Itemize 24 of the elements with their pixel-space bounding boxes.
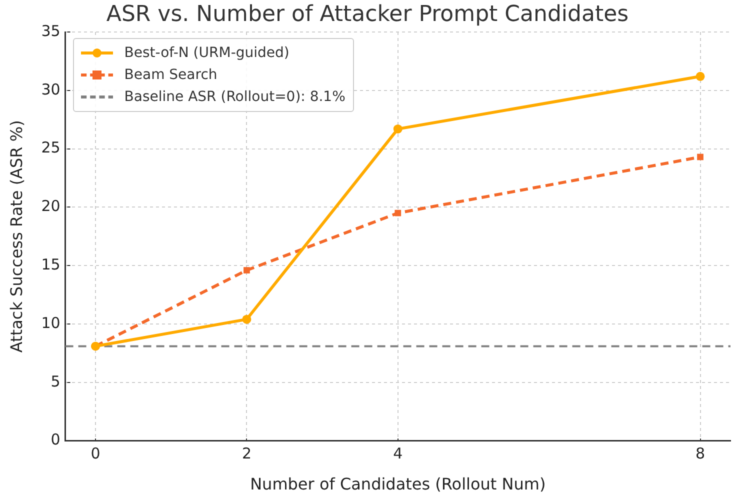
x-tick-label: 0 bbox=[90, 444, 100, 463]
point bbox=[697, 154, 704, 160]
y-tick-label: 25 bbox=[41, 138, 60, 157]
legend-label: Best-of-N (URM-guided) bbox=[124, 45, 290, 61]
y-tick-label: 5 bbox=[50, 372, 60, 390]
y-tick-label: 10 bbox=[41, 314, 60, 332]
point bbox=[394, 210, 402, 216]
point bbox=[244, 267, 250, 274]
y-axis-title: Attack Success Rate (ASR %) bbox=[6, 120, 26, 353]
legend-label: Beam Search bbox=[124, 67, 218, 83]
x-tick-label: 2 bbox=[242, 444, 252, 463]
y-tick-label: 35 bbox=[41, 22, 60, 40]
y-tick-label: 0 bbox=[50, 430, 60, 449]
point bbox=[242, 314, 252, 324]
x-tick-label: 4 bbox=[393, 444, 403, 463]
y-tick-label: 30 bbox=[41, 80, 60, 98]
y-tick-label: 20 bbox=[41, 197, 60, 216]
point bbox=[393, 124, 402, 134]
x-axis-title: Number of Candidates (Rollout Num) bbox=[250, 474, 546, 494]
y-tick-label: 15 bbox=[41, 255, 60, 274]
point bbox=[696, 72, 705, 81]
legend-label: Baseline ASR (Rollout=0): 8.1% bbox=[124, 89, 346, 105]
chart-title: ASR vs. Number of Attacker Prompt Candidates bbox=[106, 2, 629, 27]
x-tick-label: 8 bbox=[695, 444, 706, 463]
